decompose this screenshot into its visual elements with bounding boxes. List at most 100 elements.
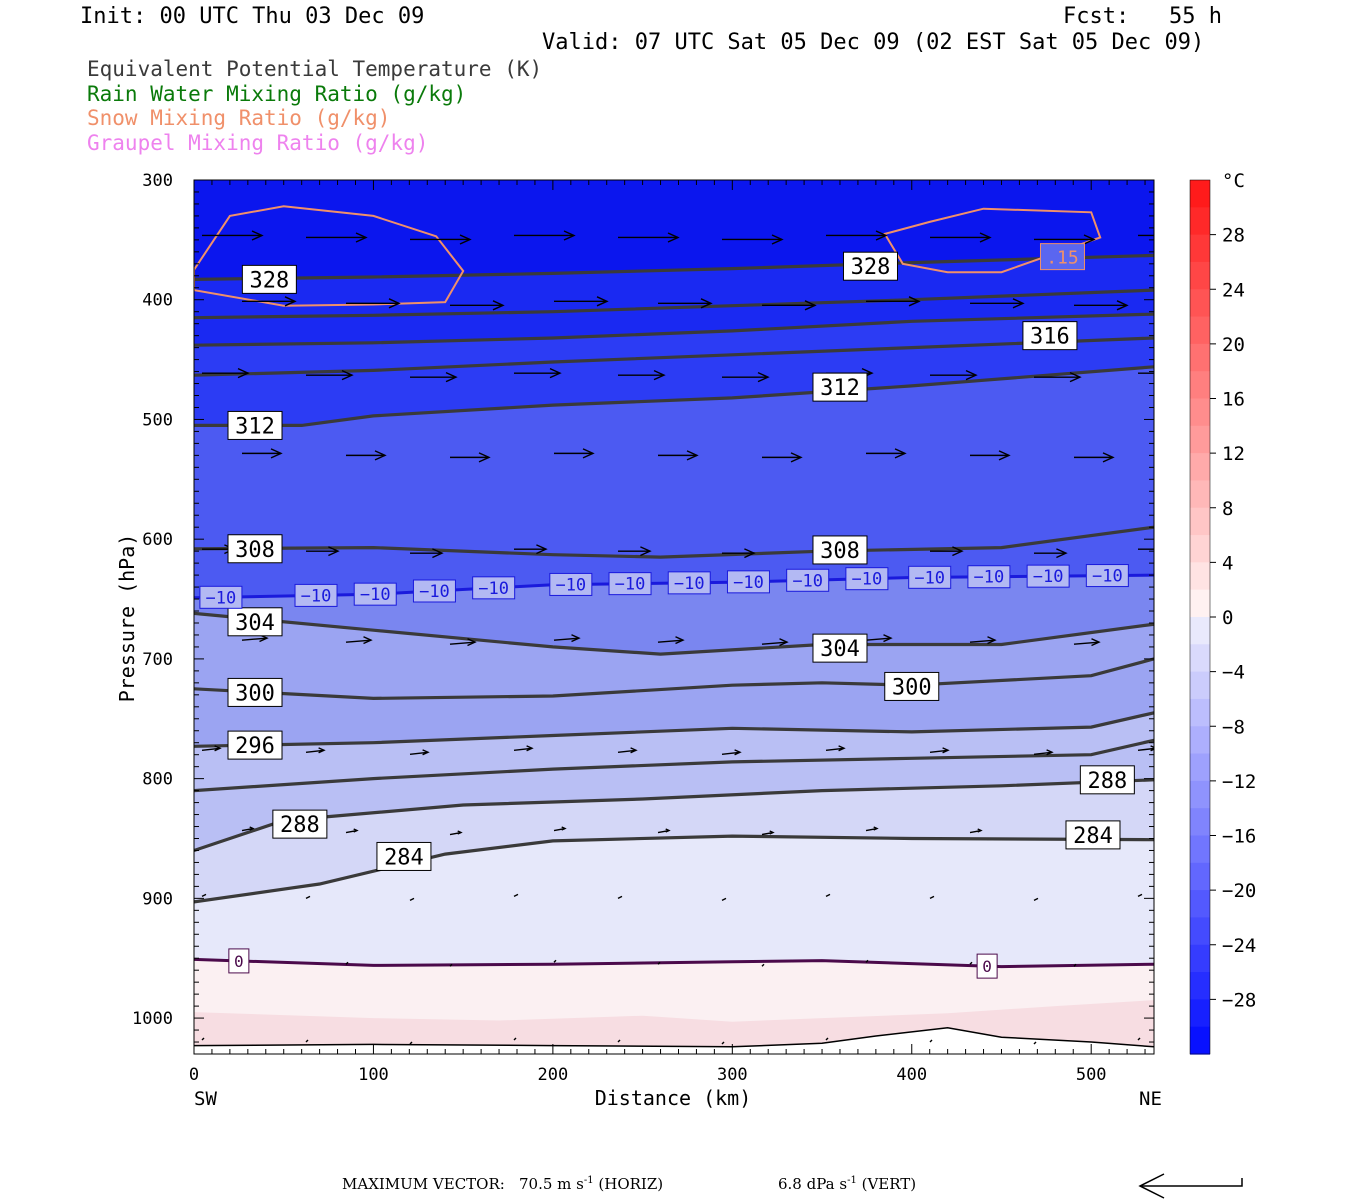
wind-vector bbox=[1073, 641, 1100, 645]
theta-e-label-text: 312 bbox=[820, 376, 860, 401]
colorbar-swatch bbox=[1190, 944, 1210, 973]
wind-vector-head bbox=[1056, 548, 1068, 559]
colorbar-tick-label: 8 bbox=[1222, 498, 1233, 520]
theta-e-label: 316 bbox=[1022, 321, 1078, 351]
wind-vector bbox=[1137, 893, 1143, 897]
theta-e-contour bbox=[194, 253, 1154, 281]
colorbar-swatch bbox=[1190, 316, 1210, 345]
wind-vector-head bbox=[251, 230, 264, 241]
theta-e-label-text: 288 bbox=[1087, 769, 1127, 794]
isotherm-label-text: −10 bbox=[301, 586, 332, 606]
colorbar-tick-label: −16 bbox=[1222, 826, 1256, 848]
isotherm-label: −10 bbox=[786, 568, 830, 592]
wind-vector bbox=[929, 749, 949, 753]
x-end-label-ne: NE bbox=[1139, 1088, 1162, 1110]
theta-e-label-text: 316 bbox=[1030, 325, 1070, 350]
isotherm-label-box bbox=[786, 568, 830, 592]
isotherm-label: −10 bbox=[967, 565, 1011, 589]
wind-vector-head bbox=[653, 370, 666, 381]
theta-e-label-text: 308 bbox=[235, 538, 275, 563]
wind-vector bbox=[1033, 897, 1039, 901]
wind-vector bbox=[825, 893, 831, 897]
isotherm-label-box bbox=[228, 948, 250, 974]
wind-vector-head bbox=[459, 234, 472, 245]
isotherm-label-text: 0 bbox=[982, 957, 992, 976]
theta-e-label-box bbox=[1079, 765, 1135, 795]
colorbar-swatch bbox=[1190, 671, 1210, 700]
wind-vector-head bbox=[1091, 638, 1101, 647]
colorbar-unit: °C bbox=[1222, 170, 1245, 192]
wind-vector-head bbox=[270, 448, 283, 459]
colorbar-swatch bbox=[1190, 398, 1210, 427]
theta-e-label-box bbox=[227, 677, 283, 707]
colorbar-swatch bbox=[1190, 917, 1210, 946]
valid-time: Valid: 07 UTC Sat 05 Dec 09 (02 EST Sat … bbox=[542, 30, 1205, 55]
isotherm-label-text: −10 bbox=[1033, 567, 1064, 587]
wind-vector-head bbox=[942, 747, 950, 754]
x-end-label-sw: SW bbox=[194, 1088, 217, 1110]
forecast-hour: Fcst: 55 h bbox=[1063, 4, 1222, 29]
wind-vector bbox=[409, 1041, 413, 1045]
y-tick-label: 600 bbox=[142, 530, 173, 550]
wind-vector-head bbox=[374, 450, 387, 461]
wind-vector-head bbox=[1102, 452, 1115, 463]
theta-e-label: 328 bbox=[842, 251, 898, 281]
wind-vector-head bbox=[492, 300, 505, 311]
wind-vector-head bbox=[952, 546, 964, 557]
theta-e-contour bbox=[194, 525, 1154, 559]
isotherm-label: −10 bbox=[726, 570, 770, 594]
isotherm-label-box bbox=[199, 585, 243, 609]
theta-e-label: 300 bbox=[884, 671, 940, 701]
theta-e-label-box bbox=[1022, 321, 1078, 351]
colorbar-tick-label: −4 bbox=[1222, 662, 1245, 684]
wind-vector-head bbox=[838, 745, 846, 752]
wind-vector-head bbox=[977, 828, 983, 833]
wind-vector bbox=[825, 1037, 829, 1041]
wind-vector-head bbox=[875, 230, 888, 241]
wind-vector bbox=[865, 959, 869, 963]
theta-e-label-box bbox=[812, 633, 868, 663]
wind-vector bbox=[657, 961, 661, 965]
colorbar-tick-label: −8 bbox=[1222, 716, 1245, 738]
legend-theta-e: Equivalent Potential Temperature (K) bbox=[87, 57, 543, 81]
wind-vector-head bbox=[536, 544, 548, 555]
colorbar-swatch bbox=[1190, 726, 1210, 755]
colorbar-swatch bbox=[1190, 343, 1210, 372]
legend-snow: Snow Mixing Ratio (g/kg) bbox=[87, 106, 391, 130]
y-tick-label: 700 bbox=[142, 650, 173, 670]
theta-e-label-box bbox=[1065, 820, 1121, 850]
isotherm-label-box bbox=[472, 576, 516, 600]
isotherm-label-text: −10 bbox=[674, 574, 705, 594]
theta-e-label: 304 bbox=[812, 633, 868, 663]
theta-e-contour bbox=[194, 288, 1154, 320]
wind-vector bbox=[865, 637, 892, 641]
colorbar-swatch bbox=[1190, 289, 1210, 318]
snow-mixing-contour bbox=[883, 207, 1102, 274]
theta-e-label-box bbox=[227, 730, 283, 760]
wind-vector bbox=[449, 963, 453, 967]
theta-e-label: 300 bbox=[227, 677, 283, 707]
wind-vector-head bbox=[965, 370, 978, 381]
wind-vector-head bbox=[457, 830, 463, 835]
wind-vector-head bbox=[686, 450, 699, 461]
isotherm-label-box bbox=[549, 572, 593, 596]
wind-vector-head bbox=[328, 546, 340, 557]
colorbar-tick-label: 20 bbox=[1222, 334, 1245, 356]
wind-vector-head bbox=[744, 548, 756, 559]
colorbar-tick-label: −28 bbox=[1222, 989, 1256, 1011]
wind-vector-head bbox=[214, 745, 222, 752]
colorbar-swatch bbox=[1190, 890, 1210, 919]
wind-vector-head bbox=[388, 298, 401, 309]
wind-vector-head bbox=[640, 546, 652, 557]
y-tick-label: 300 bbox=[142, 171, 173, 191]
colorbar-tick-label: 12 bbox=[1222, 443, 1245, 465]
legend-rain-water: Rain Water Mixing Ratio (g/kg) bbox=[87, 82, 467, 106]
theta-e-label-text: 312 bbox=[235, 414, 275, 439]
wind-vector-head bbox=[998, 450, 1011, 461]
wind-vector-head bbox=[883, 634, 893, 643]
wind-vector-head bbox=[467, 638, 477, 647]
wind-vector-head bbox=[478, 452, 491, 463]
wind-vector-head bbox=[422, 749, 430, 756]
theta-e-contour bbox=[194, 312, 1154, 347]
wind-vector-head bbox=[353, 828, 359, 833]
